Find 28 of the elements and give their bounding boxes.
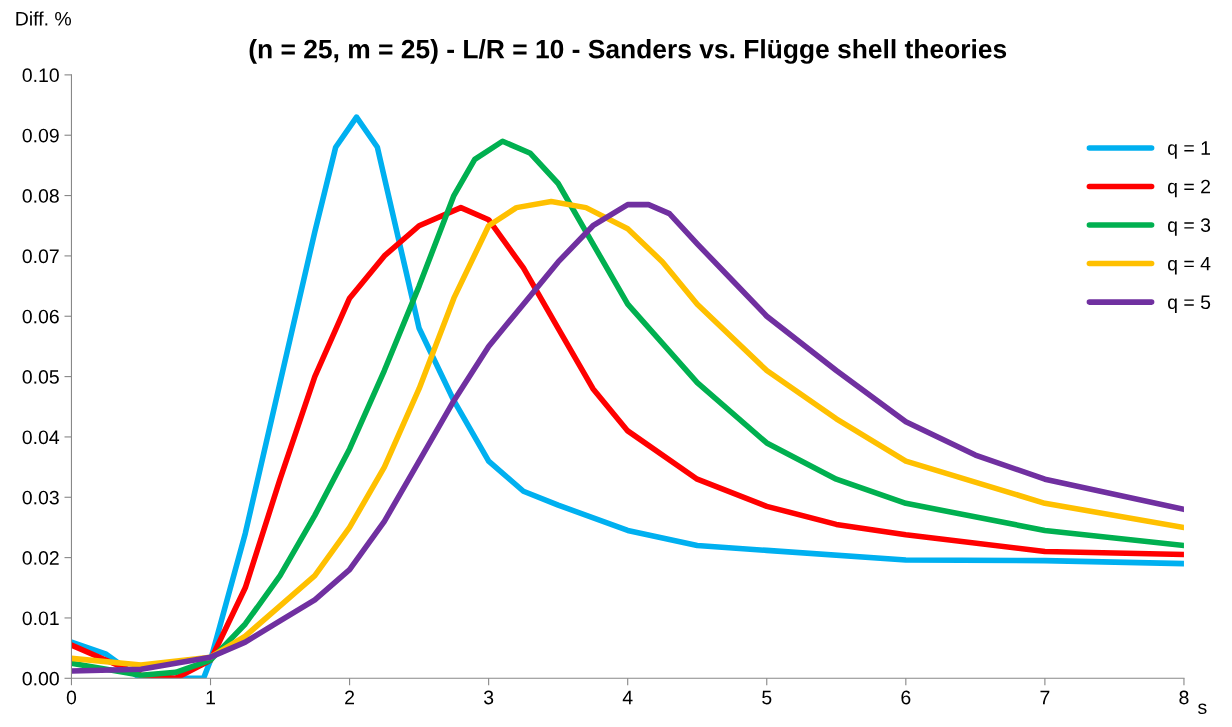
y-tick-label: 0.05 xyxy=(22,370,59,384)
legend-label: q = 5 xyxy=(1167,295,1211,313)
y-tick-label: 0.03 xyxy=(22,490,59,505)
y-tick-label: 0.00 xyxy=(22,671,59,686)
legend-label: q = 1 xyxy=(1167,141,1210,159)
x-tick-label: 2 xyxy=(345,690,355,705)
y-tick-label: 0.09 xyxy=(22,128,59,143)
x-tick-label: 5 xyxy=(762,690,772,705)
x-tick-label: 0 xyxy=(66,690,77,705)
y-tick-label: 0.02 xyxy=(22,551,59,565)
y-tick-label: 0.10 xyxy=(22,68,59,83)
x-tick-label: 6 xyxy=(901,690,911,705)
legend-label: q = 3 xyxy=(1167,218,1211,236)
x-tick-label: 1 xyxy=(206,690,215,705)
legend-label: q = 2 xyxy=(1167,179,1210,198)
x-tick-label: 8 xyxy=(1179,690,1189,705)
y-tick-label: 0.04 xyxy=(22,430,60,445)
chart-title: (n = 25, m = 25) - L/R = 10 - Sanders vs. Flügge shell theories xyxy=(249,39,1007,64)
x-tick-label: 3 xyxy=(483,690,494,705)
y-tick-label: 0.01 xyxy=(22,611,59,626)
legend-label: q = 4 xyxy=(1167,257,1211,275)
x-axis-title: s xyxy=(1198,703,1207,715)
y-tick-label: 0.08 xyxy=(22,189,59,203)
y-tick-label: 0.06 xyxy=(22,309,59,324)
y-tick-label: 0.07 xyxy=(22,249,59,264)
x-tick-label: 4 xyxy=(622,690,633,705)
x-tick-label: 7 xyxy=(1040,690,1050,705)
y-axis-title: Diff. % xyxy=(16,11,72,26)
